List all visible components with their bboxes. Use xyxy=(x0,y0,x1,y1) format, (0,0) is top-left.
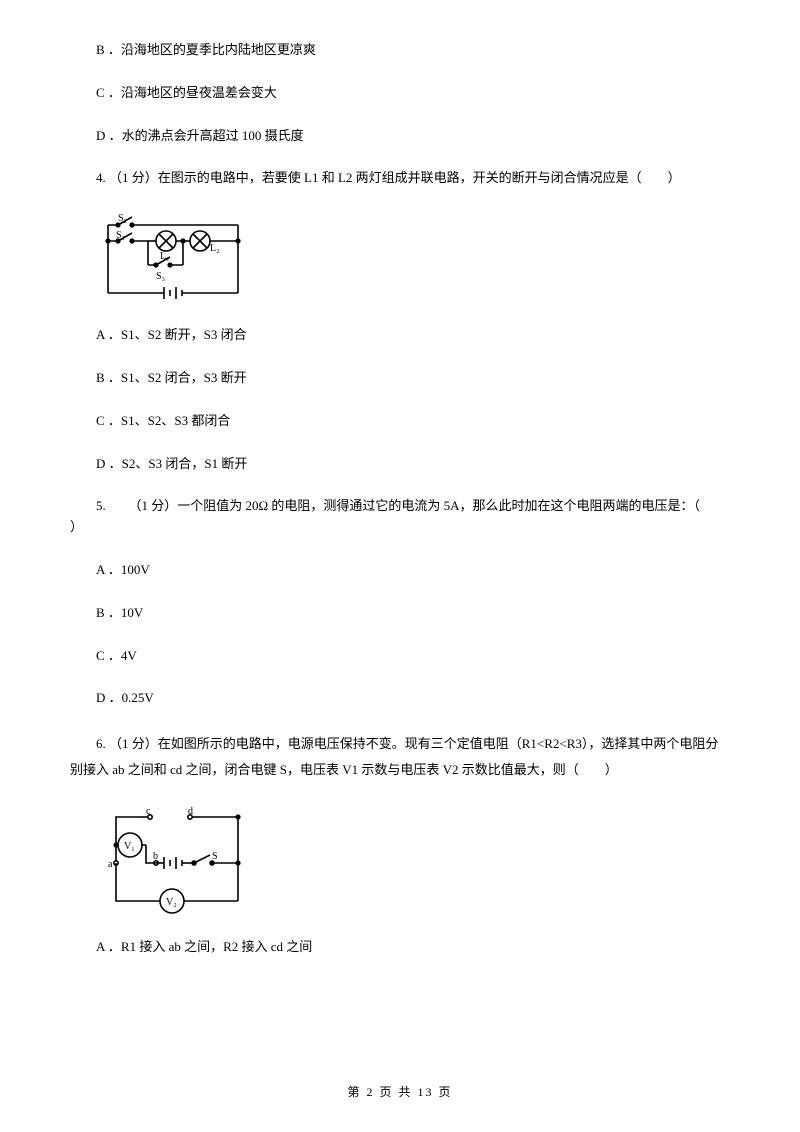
q4-option-a: A ．S1、S2 断开，S3 闭合 xyxy=(70,325,730,346)
q5-stem-line1: 5. （1 分）一个阻值为 20Ω 的电阻，测得通过它的电流为 5A，那么此时加… xyxy=(70,496,730,517)
label-l1: L₁ xyxy=(160,251,170,262)
option-c: C ．沿海地区的昼夜温差会变大 xyxy=(70,83,730,104)
option-b: B ．沿海地区的夏季比内陆地区更凉爽 xyxy=(70,40,730,61)
q5-stem: 5. （1 分）一个阻值为 20Ω 的电阻，测得通过它的电流为 5A，那么此时加… xyxy=(70,496,730,538)
page-footer: 第 2 页 共 13 页 xyxy=(0,1083,800,1102)
q4-option-b: B ．S1、S2 闭合，S3 断开 xyxy=(70,368,730,389)
q5-stem-line2: ） xyxy=(70,517,730,538)
label-s2: S₂ xyxy=(118,213,127,224)
label-a: a xyxy=(108,859,113,870)
label-s1: S₁ xyxy=(116,230,125,241)
q6-stem: 6. （1 分）在如图所示的电路中，电源电压保持不变。现有三个定值电阻（R1<R… xyxy=(70,731,730,783)
q4-option-d: D ．S2、S3 闭合，S1 断开 xyxy=(70,454,730,475)
label-s3: S₃ xyxy=(156,271,165,282)
q4-option-c: C ．S1、S2、S3 都闭合 xyxy=(70,411,730,432)
label-c: c xyxy=(146,806,151,817)
q4-stem: 4. （1 分）在图示的电路中，若要使 L1 和 L2 两灯组成并联电路，开关的… xyxy=(70,168,730,189)
label-s: S xyxy=(212,851,218,862)
q5-option-c: C ．4V xyxy=(70,646,730,667)
q5-option-b: B ．10V xyxy=(70,603,730,624)
q4-circuit-diagram: S₂ S₁ L₁ L₂ S₃ xyxy=(98,211,730,303)
q5-option-d: D ．0.25V xyxy=(70,688,730,709)
q6-circuit-diagram: c d a b S V₁ V₂ xyxy=(98,805,730,915)
option-d: D ．水的沸点会升高超过 100 摄氏度 xyxy=(70,126,730,147)
label-v1: V₁ xyxy=(124,841,135,852)
q6-option-a: A ．R1 接入 ab 之间，R2 接入 cd 之间 xyxy=(70,937,730,958)
label-v2: V₂ xyxy=(166,897,177,908)
q5-option-a: A ．100V xyxy=(70,560,730,581)
label-d: d xyxy=(188,806,193,817)
label-l2: L₂ xyxy=(210,243,220,254)
label-b: b xyxy=(153,851,158,862)
